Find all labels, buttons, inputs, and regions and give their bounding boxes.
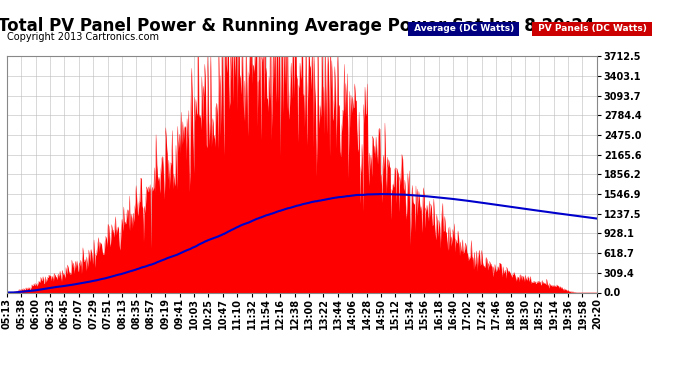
Text: Total PV Panel Power & Running Average Power Sat Jun 8 20:24: Total PV Panel Power & Running Average P… [0, 17, 595, 35]
Text: Average (DC Watts): Average (DC Watts) [411, 24, 517, 33]
Text: Copyright 2013 Cartronics.com: Copyright 2013 Cartronics.com [7, 32, 159, 42]
Text: PV Panels (DC Watts): PV Panels (DC Watts) [535, 24, 650, 33]
